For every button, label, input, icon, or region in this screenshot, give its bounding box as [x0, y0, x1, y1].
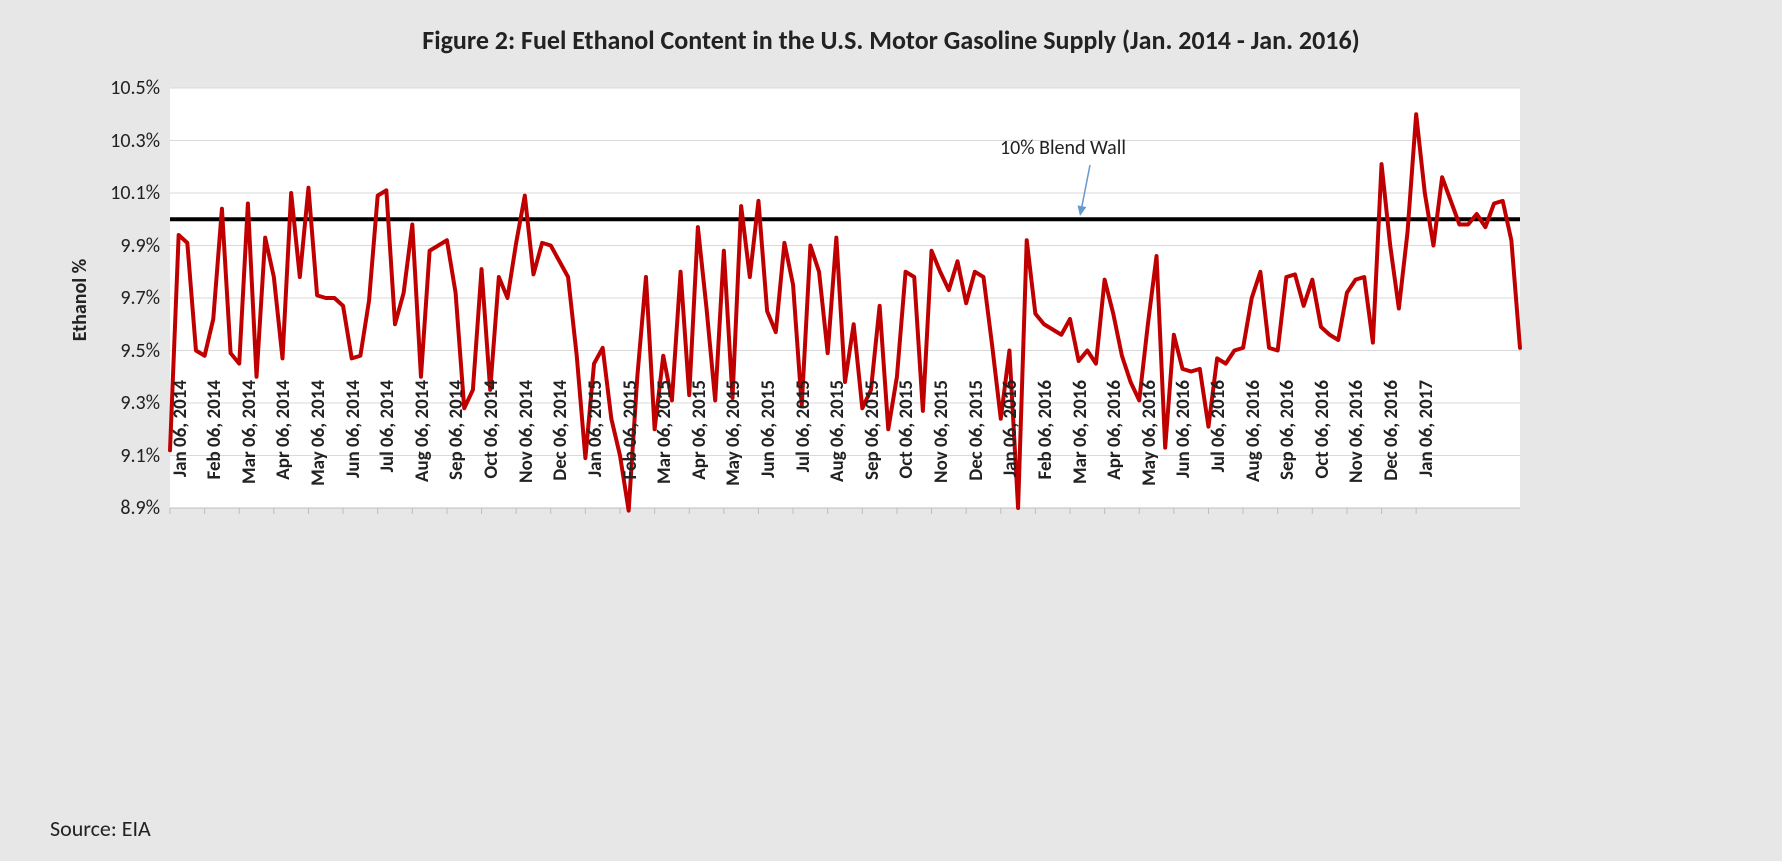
x-tick-label: May 06, 2014 [307, 380, 330, 520]
x-tick-label: Aug 06, 2016 [1242, 380, 1265, 520]
x-tick-label: Feb 06, 2016 [1034, 380, 1057, 520]
x-tick-label: Dec 06, 2014 [549, 380, 572, 520]
x-tick-label: Dec 06, 2016 [1380, 380, 1403, 520]
x-tick-label: Feb 06, 2015 [619, 380, 642, 520]
x-tick-label: Mar 06, 2014 [238, 380, 261, 520]
source-text: Source: EIA [50, 815, 151, 842]
x-tick-label: Jun 06, 2016 [1172, 380, 1195, 520]
x-tick-label: Apr 06, 2015 [688, 380, 711, 520]
x-tick-label: Jul 06, 2014 [376, 380, 399, 520]
x-tick-label: Jul 06, 2016 [1207, 380, 1230, 520]
annotation-arrow-svg [0, 0, 1782, 861]
y-tick-label: 9.7% [100, 286, 160, 310]
x-tick-label: Jan 06, 2016 [999, 380, 1022, 520]
y-axis-label: Ethanol % [68, 259, 92, 342]
x-tick-label: Mar 06, 2016 [1069, 380, 1092, 520]
y-tick-label: 9.3% [100, 391, 160, 415]
x-tick-label: Jan 06, 2014 [169, 380, 192, 520]
x-tick-label: Oct 06, 2014 [480, 380, 503, 520]
x-tick-label: Sep 06, 2014 [445, 380, 468, 520]
x-tick-label: Jun 06, 2015 [757, 380, 780, 520]
y-tick-label: 9.5% [100, 339, 160, 363]
x-tick-label: Jul 06, 2015 [792, 380, 815, 520]
x-tick-label: Aug 06, 2014 [411, 380, 434, 520]
y-tick-label: 10.1% [100, 181, 160, 205]
y-tick-label: 9.9% [100, 234, 160, 258]
x-tick-label: Dec 06, 2015 [965, 380, 988, 520]
y-tick-label: 10.5% [100, 76, 160, 100]
y-tick-label: 10.3% [100, 129, 160, 153]
annotation-text: 10% Blend Wall [1000, 136, 1126, 160]
x-tick-label: May 06, 2016 [1138, 380, 1161, 520]
x-tick-label: Jan 06, 2017 [1415, 380, 1438, 520]
y-tick-label: 8.9% [100, 496, 160, 520]
x-tick-label: Apr 06, 2014 [272, 380, 295, 520]
x-tick-label: Sep 06, 2016 [1276, 380, 1299, 520]
x-tick-label: Nov 06, 2015 [930, 380, 953, 520]
x-tick-label: Jun 06, 2014 [342, 380, 365, 520]
x-tick-label: Jan 06, 2015 [584, 380, 607, 520]
x-tick-label: Sep 06, 2015 [861, 380, 884, 520]
x-tick-label: May 06, 2015 [722, 380, 745, 520]
x-tick-label: Aug 06, 2015 [826, 380, 849, 520]
x-tick-label: Feb 06, 2014 [203, 380, 226, 520]
x-tick-label: Nov 06, 2014 [515, 380, 538, 520]
x-tick-label: Oct 06, 2016 [1311, 380, 1334, 520]
x-tick-label: Nov 06, 2016 [1345, 380, 1368, 520]
x-tick-label: Apr 06, 2016 [1103, 380, 1126, 520]
x-tick-label: Oct 06, 2015 [895, 380, 918, 520]
chart-container: Figure 2: Fuel Ethanol Content in the U.… [0, 0, 1782, 861]
y-tick-label: 9.1% [100, 444, 160, 468]
x-tick-label: Mar 06, 2015 [653, 380, 676, 520]
